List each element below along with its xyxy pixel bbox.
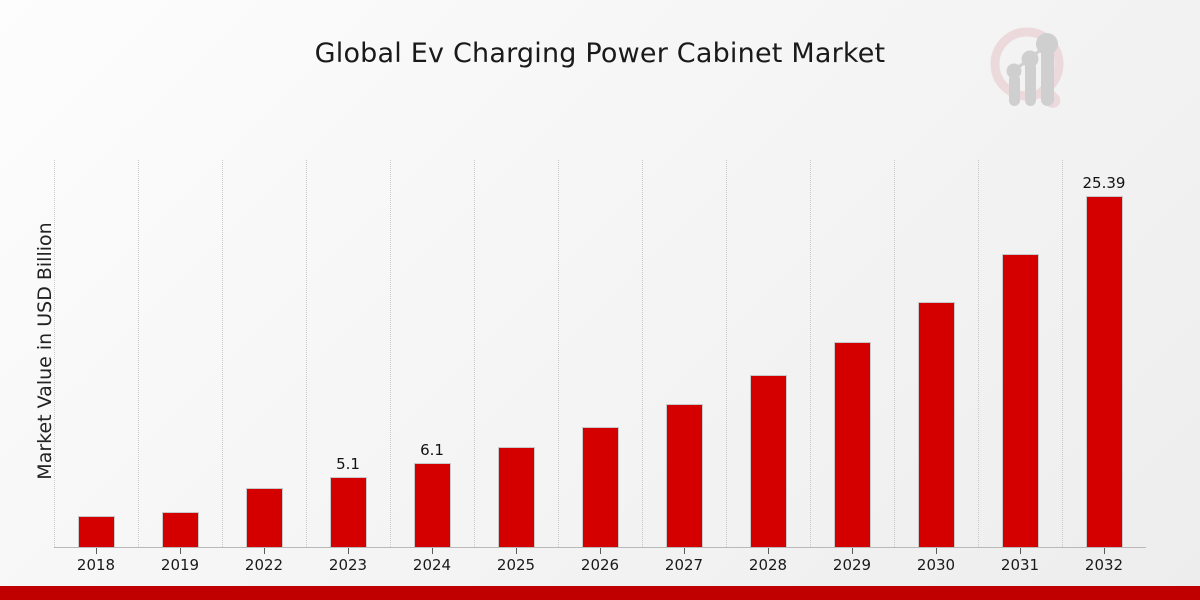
x-tick-2023 bbox=[348, 548, 349, 554]
x-tick-2027 bbox=[684, 548, 685, 554]
x-axis-label-2018: 2018 bbox=[76, 556, 116, 574]
x-tick-2032 bbox=[1104, 548, 1105, 554]
gridline bbox=[558, 160, 559, 547]
x-tick-2029 bbox=[852, 548, 853, 554]
x-tick-2030 bbox=[936, 548, 937, 554]
trend-dots-icon bbox=[1006, 33, 1058, 79]
x-tick-2018 bbox=[96, 548, 97, 554]
bar-2029[interactable] bbox=[833, 341, 871, 547]
x-axis-label-2027: 2027 bbox=[664, 556, 704, 574]
gridline bbox=[54, 160, 55, 547]
gridline bbox=[390, 160, 391, 547]
bar-2030[interactable] bbox=[917, 301, 955, 547]
x-axis-label-2024: 2024 bbox=[412, 556, 452, 574]
x-tick-2024 bbox=[432, 548, 433, 554]
gridline bbox=[894, 160, 895, 547]
x-axis-label-2025: 2025 bbox=[496, 556, 536, 574]
bar-2019[interactable] bbox=[161, 512, 199, 547]
bar-2026[interactable] bbox=[581, 426, 619, 547]
x-tick-2031 bbox=[1020, 548, 1021, 554]
x-tick-2025 bbox=[516, 548, 517, 554]
gridline bbox=[978, 160, 979, 547]
x-axis-label-2026: 2026 bbox=[580, 556, 620, 574]
gridline bbox=[1062, 160, 1063, 547]
y-axis-label: Market Value in USD Billion bbox=[34, 222, 56, 480]
gridline bbox=[222, 160, 223, 547]
x-axis-label-2019: 2019 bbox=[160, 556, 200, 574]
gridline bbox=[138, 160, 139, 547]
plot-area: 5.1 6.1 25.39 bbox=[54, 160, 1146, 547]
bar-2028[interactable] bbox=[749, 374, 787, 547]
bar-2018[interactable] bbox=[77, 516, 115, 547]
bar-2032[interactable] bbox=[1085, 196, 1123, 547]
bar-value-label-2032: 25.39 bbox=[1082, 174, 1126, 193]
gridline bbox=[726, 160, 727, 547]
x-axis-label-2032: 2032 bbox=[1084, 556, 1124, 574]
bar-chart-icon bbox=[1009, 48, 1054, 106]
bar-2023[interactable] bbox=[329, 476, 367, 547]
bar-2025[interactable] bbox=[497, 446, 535, 547]
market-research-magnifier-logo bbox=[983, 22, 1079, 118]
x-tick-2019 bbox=[180, 548, 181, 554]
bottom-accent-strip bbox=[0, 586, 1200, 600]
bar-2022[interactable] bbox=[245, 488, 283, 547]
gridline bbox=[474, 160, 475, 547]
x-axis-label-2029: 2029 bbox=[832, 556, 872, 574]
gridline bbox=[642, 160, 643, 547]
gridline bbox=[810, 160, 811, 547]
page-title: Global Ev Charging Power Cabinet Market bbox=[314, 38, 886, 69]
bar-value-label-2024: 6.1 bbox=[420, 440, 444, 459]
gridline bbox=[306, 160, 307, 547]
bar-2024[interactable] bbox=[413, 462, 451, 547]
bar-2031[interactable] bbox=[1001, 254, 1039, 547]
x-axis-label-2031: 2031 bbox=[1000, 556, 1040, 574]
x-tick-2028 bbox=[768, 548, 769, 554]
x-axis-label-2022: 2022 bbox=[244, 556, 284, 574]
x-tick-2022 bbox=[264, 548, 265, 554]
x-axis-line bbox=[54, 547, 1146, 548]
x-tick-2026 bbox=[600, 548, 601, 554]
x-axis-label-2023: 2023 bbox=[328, 556, 368, 574]
bar-value-label-2023: 5.1 bbox=[336, 454, 360, 473]
x-axis-label-2028: 2028 bbox=[748, 556, 788, 574]
bar-2027[interactable] bbox=[665, 403, 703, 547]
x-axis-label-2030: 2030 bbox=[916, 556, 956, 574]
